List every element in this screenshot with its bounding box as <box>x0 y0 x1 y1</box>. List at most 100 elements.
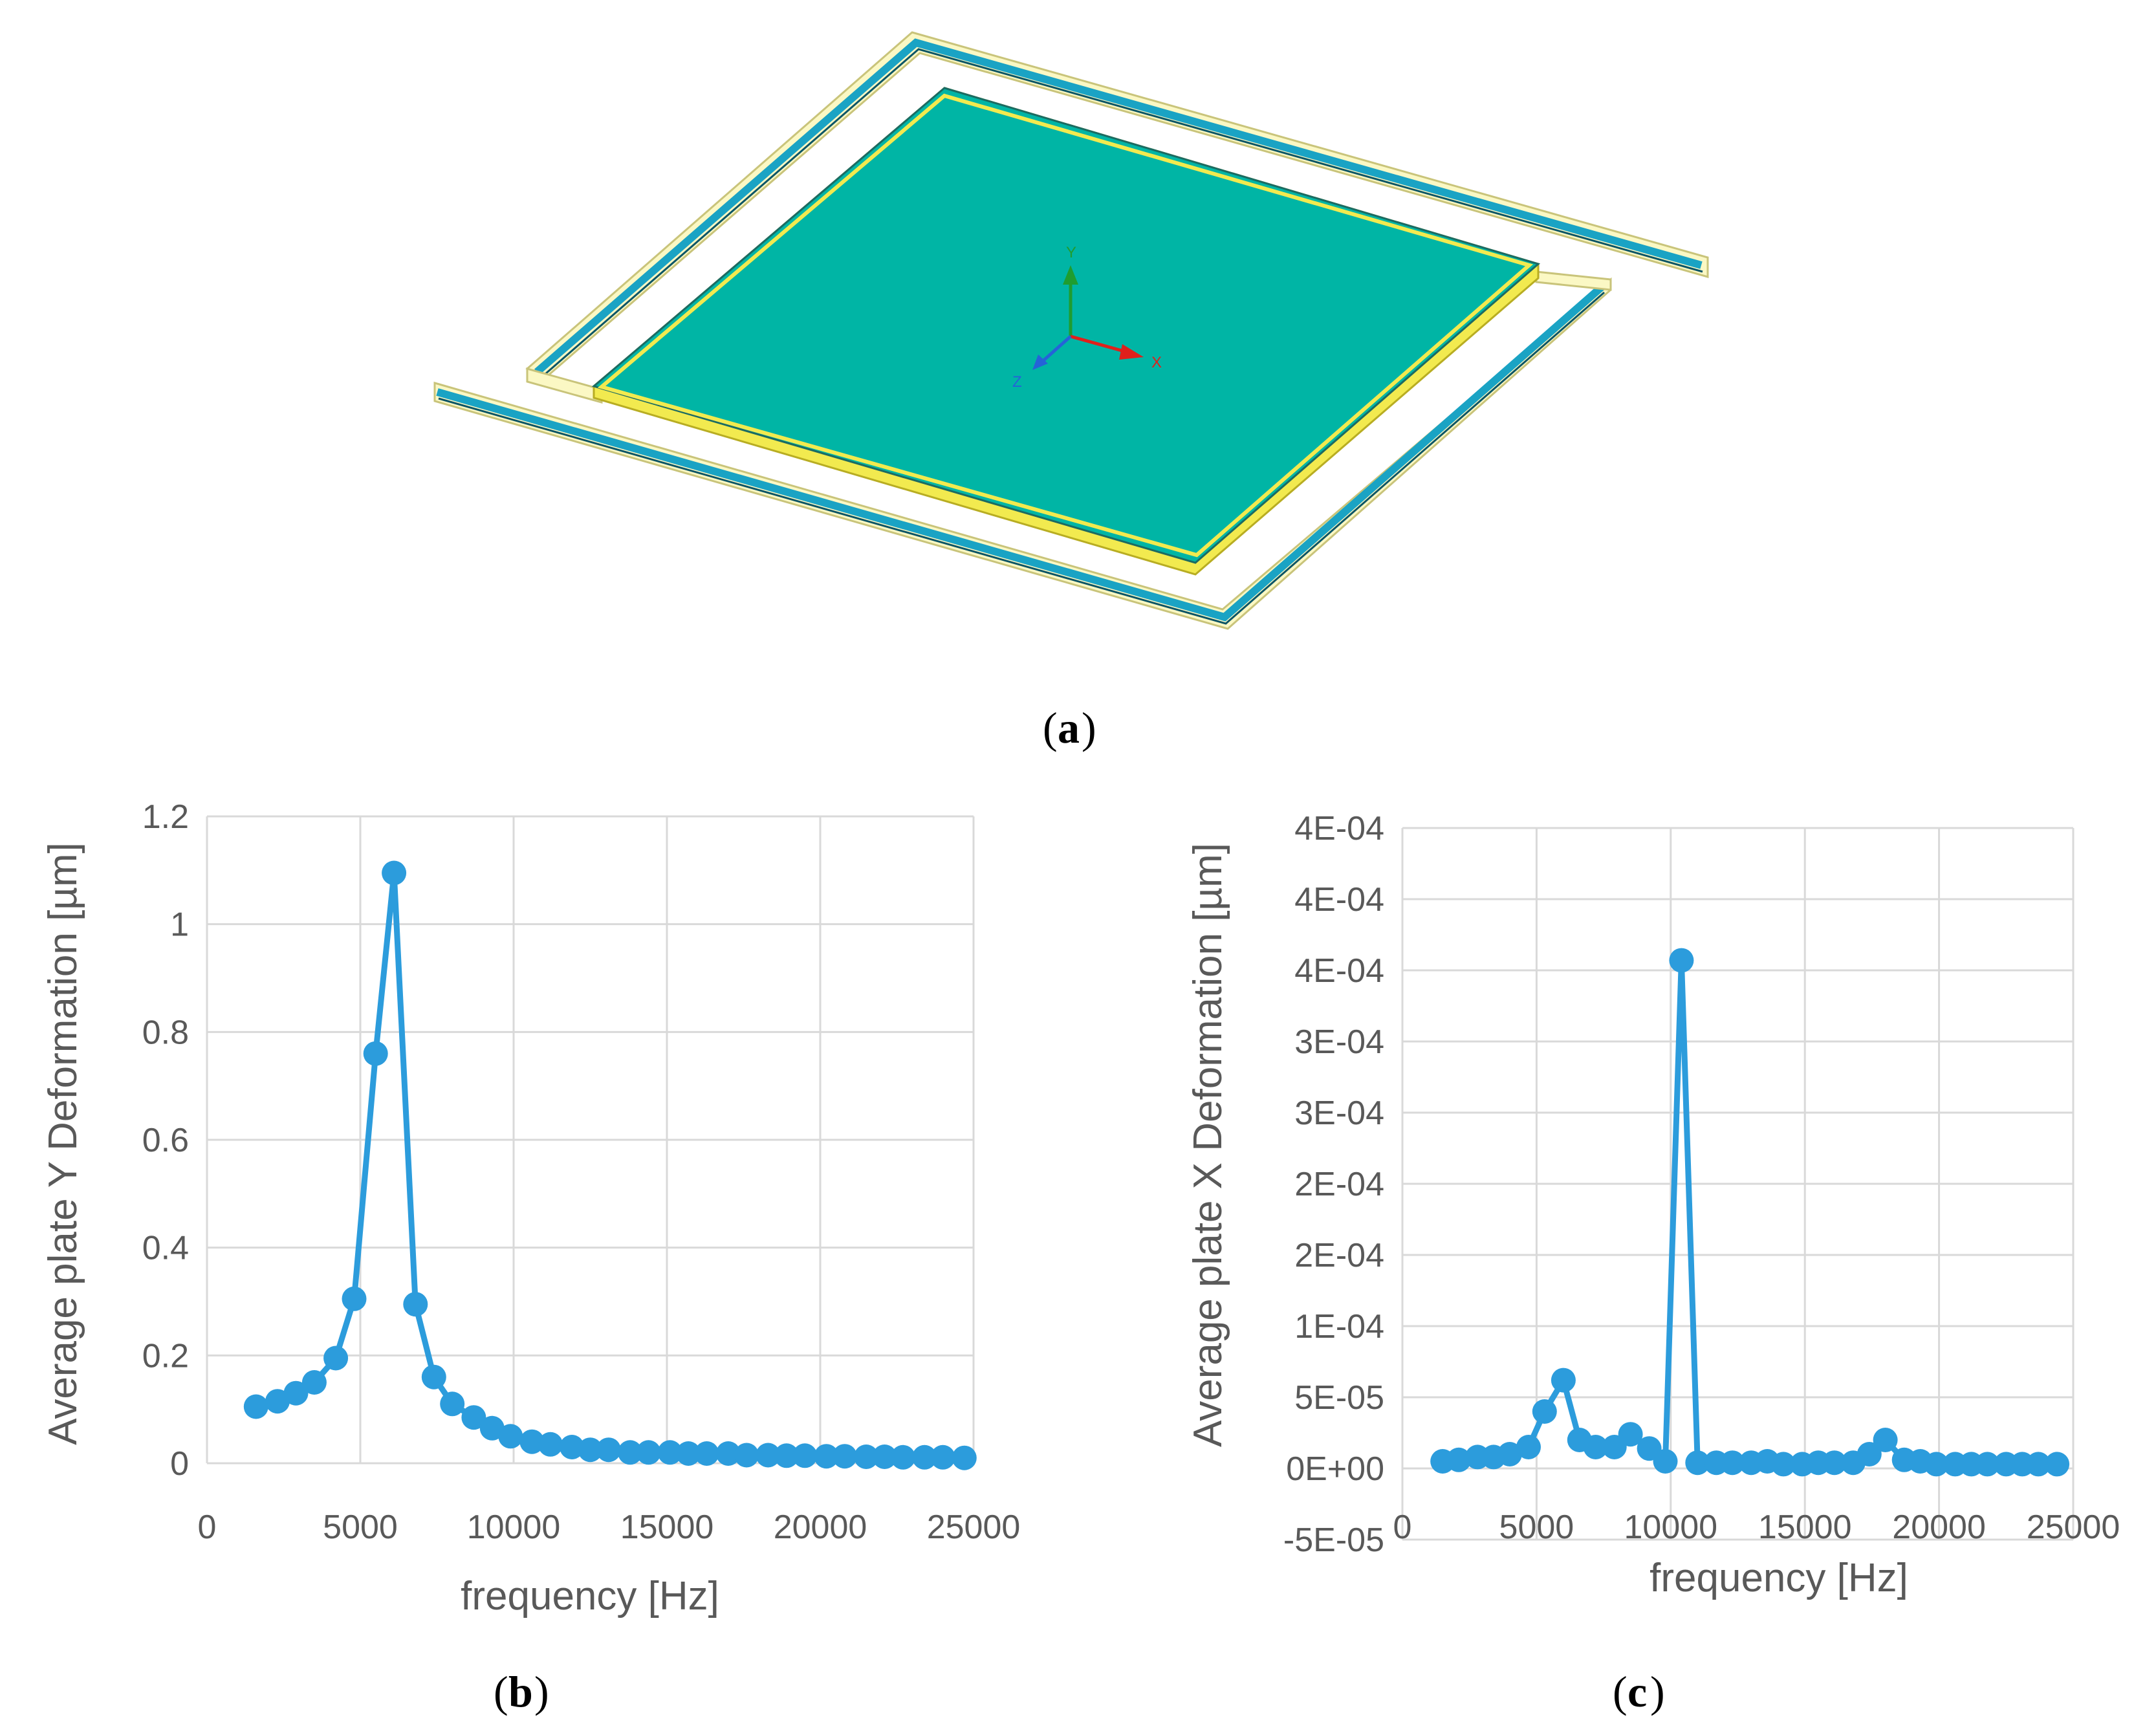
b-data-point <box>596 1437 621 1463</box>
c-data-point <box>2026 1452 2051 1477</box>
c-data-point <box>1532 1399 1557 1424</box>
b-x-tick-label: 10000 <box>467 1509 561 1546</box>
c-y-tick-label: 4E-04 <box>1294 810 1384 847</box>
chart-c-x-ticks: 0 5000 10000 15000 20000 25000 <box>1393 1509 2120 1546</box>
frame-arm-upper-stripe <box>534 38 1703 375</box>
b-data-point <box>832 1444 857 1469</box>
svg-text:b: b <box>508 1667 533 1716</box>
plate-top <box>591 87 1541 564</box>
chart-b-x-axis-title: frequency [Hz] <box>461 1574 719 1619</box>
frame-arm-lower-dark-edge <box>438 291 1605 625</box>
b-y-tick-label: 0 <box>170 1445 189 1483</box>
b-data-point <box>479 1415 505 1441</box>
c-data-point <box>1771 1452 1796 1477</box>
svg-text:): ) <box>1082 703 1096 752</box>
chart-b-y-axis-title: Average plate Y Deformation [µm] <box>41 842 85 1445</box>
svg-text:c: c <box>1628 1667 1647 1716</box>
b-data-point <box>342 1286 367 1311</box>
frame-tab-right <box>1535 270 1612 291</box>
b-data-point <box>421 1364 446 1390</box>
c-x-tick-label: 10000 <box>1624 1509 1717 1546</box>
c-y-tick-label: 1E-04 <box>1294 1308 1384 1346</box>
b-data-point <box>243 1394 268 1419</box>
b-data-point <box>461 1405 486 1430</box>
panel-b-label: ( b ) <box>494 1667 549 1716</box>
c-data-point <box>1669 948 1694 973</box>
svg-text:): ) <box>1650 1667 1665 1716</box>
c-x-tick-label: 25000 <box>2027 1509 2120 1546</box>
chart-c-y-axis-title: Average plate X Deformation [µm] <box>1186 843 1230 1447</box>
axis-z-arrow-icon <box>1032 354 1048 370</box>
axis-z-label: Z <box>1012 373 1022 391</box>
svg-text:(: ( <box>1043 703 1058 752</box>
b-y-tick-label: 0.2 <box>142 1337 189 1375</box>
b-data-point <box>952 1445 977 1470</box>
plate-inner-edge <box>597 93 1534 558</box>
svg-text:a: a <box>1058 703 1080 752</box>
c-y-tick-label: 5E-05 <box>1294 1379 1384 1417</box>
b-data-point <box>930 1444 955 1470</box>
c-data-point <box>1583 1435 1608 1459</box>
chart-c-series-line <box>1442 957 2058 1467</box>
c-x-tick-label: 15000 <box>1758 1509 1852 1546</box>
b-x-tick-label: 25000 <box>927 1509 1021 1546</box>
c-x-tick-label: 0 <box>1393 1509 1412 1546</box>
frame-arm-upper-dark-edge <box>539 48 1703 380</box>
b-data-point <box>265 1389 290 1414</box>
b-y-tick-label: 1 <box>170 906 189 944</box>
b-data-point <box>774 1443 799 1468</box>
b-data-point <box>618 1440 643 1465</box>
c-data-point <box>1873 1428 1898 1452</box>
b-data-point <box>891 1444 915 1470</box>
frame-tab-left <box>526 367 603 404</box>
chart-c-y-ticks: -5E-05 0E+00 5E-05 1E-04 2E-04 2E-04 3E-04 3E-0… <box>1283 810 1384 1559</box>
b-data-point <box>440 1391 465 1417</box>
chart-b-grid <box>206 815 975 1465</box>
c-y-tick-label: -5E-05 <box>1283 1521 1384 1559</box>
b-data-point <box>756 1443 781 1468</box>
b-y-tick-label: 0.4 <box>142 1230 189 1267</box>
panel-c-label: ( c ) <box>1613 1667 1665 1716</box>
c-x-tick-label: 5000 <box>1499 1509 1574 1546</box>
svg-text:): ) <box>534 1667 549 1716</box>
c-data-point <box>1446 1447 1472 1472</box>
chart-c: 0 5000 10000 15000 20000 25000 -5E-05 0E+00 5E-… <box>1186 810 2120 1716</box>
c-y-tick-label: 4E-04 <box>1294 952 1384 990</box>
b-data-point <box>363 1041 388 1066</box>
svg-text:(: ( <box>1613 1667 1628 1716</box>
chart-b-points <box>243 860 977 1470</box>
panel-a-label: ( a ) <box>1043 703 1096 752</box>
chart-c-x-axis-title: frequency [Hz] <box>1650 1556 1908 1600</box>
b-data-point <box>872 1444 897 1469</box>
c-data-point <box>1720 1450 1745 1476</box>
panel-a-3d-model: Y X Z ( a ) <box>433 31 1709 752</box>
b-data-point <box>912 1444 937 1470</box>
b-data-point <box>734 1443 759 1468</box>
b-data-point <box>560 1435 585 1459</box>
b-data-point <box>301 1370 327 1395</box>
c-y-tick-label: 3E-04 <box>1294 1095 1384 1132</box>
axis-y-label: Y <box>1066 244 1076 261</box>
b-data-point <box>854 1444 879 1469</box>
chart-b-y-ticks: 0 0.2 0.4 0.6 0.8 1 1.2 <box>142 798 189 1483</box>
c-data-point <box>1497 1442 1522 1466</box>
c-data-point <box>1924 1452 1949 1477</box>
b-data-point <box>519 1429 545 1454</box>
c-data-point <box>1857 1442 1882 1466</box>
chart-b-x-ticks: 0 5000 10000 15000 20000 25000 <box>198 1509 1021 1546</box>
b-data-point <box>814 1444 839 1469</box>
c-y-tick-label: 3E-04 <box>1294 1023 1384 1061</box>
c-data-point <box>1975 1452 2000 1477</box>
chart-b-series-line <box>255 870 964 1461</box>
b-x-tick-label: 0 <box>198 1509 217 1546</box>
axis-gizmo: Y X Z <box>1012 244 1162 391</box>
b-data-point <box>636 1440 661 1465</box>
b-x-tick-label: 15000 <box>620 1509 714 1546</box>
c-data-point <box>2045 1452 2070 1477</box>
b-data-point <box>676 1441 701 1466</box>
chart-b: 0 5000 10000 15000 20000 25000 0 0.2 0.4 0.6 0.8 1… <box>41 798 1020 1716</box>
c-y-tick-label: 2E-04 <box>1294 1237 1384 1274</box>
b-data-point <box>715 1441 741 1466</box>
c-data-point <box>1822 1450 1847 1476</box>
